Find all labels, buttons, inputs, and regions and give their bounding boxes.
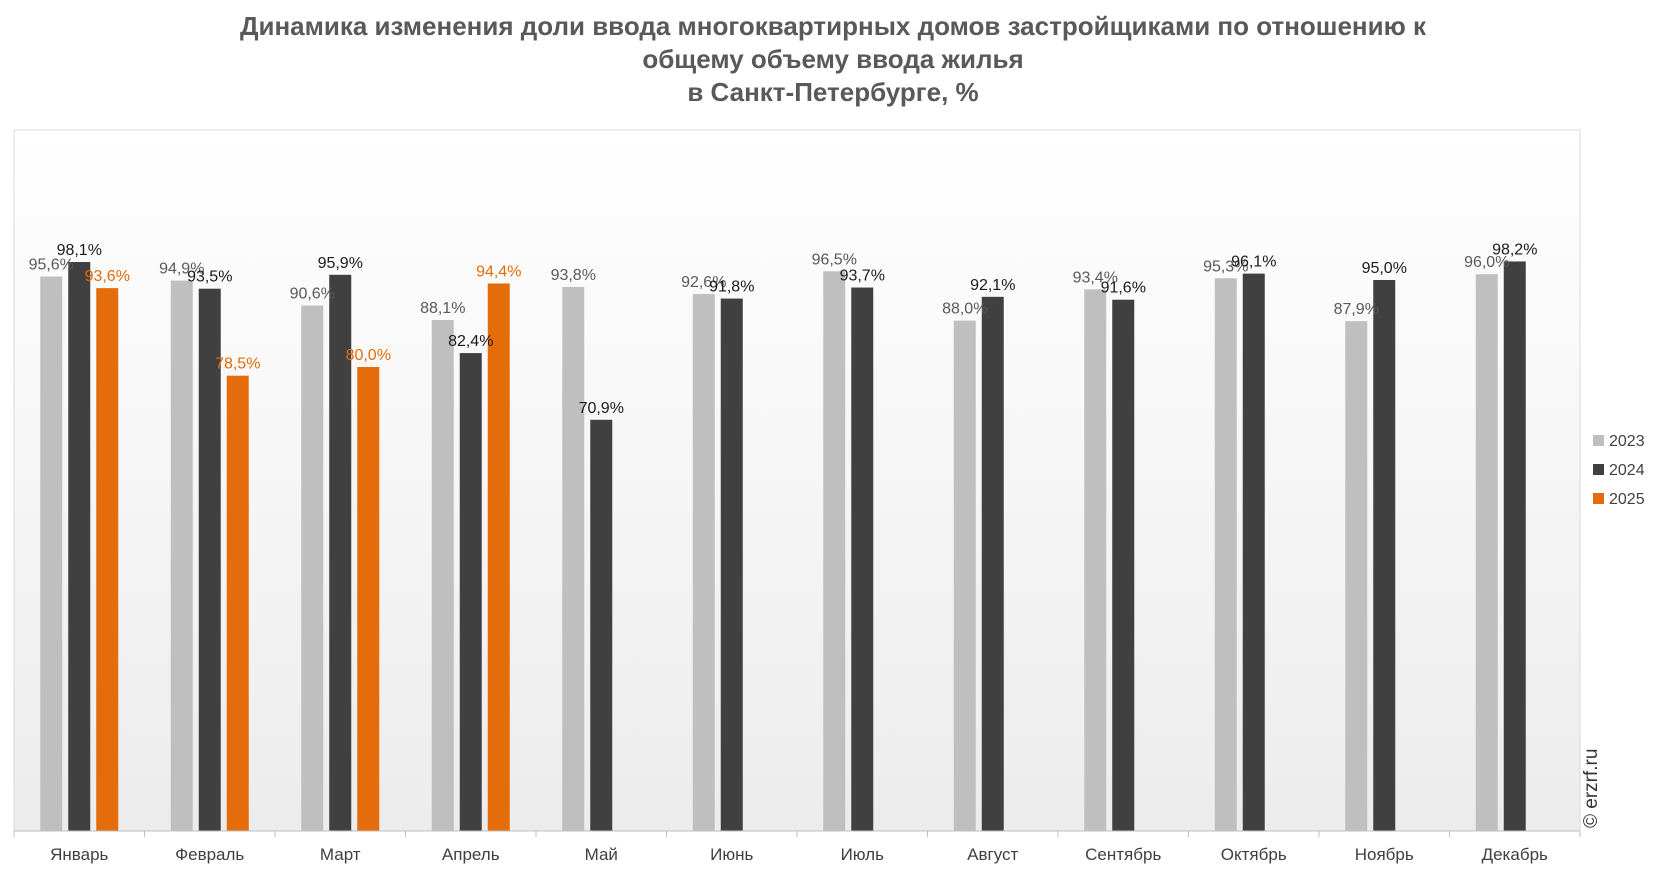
data-label-2023-7: 96,5% (812, 251, 857, 268)
bar-2024-5 (590, 419, 613, 831)
plot-area (13, 129, 1581, 832)
chart-title: Динамика изменения доли ввода многокварт… (0, 10, 1666, 109)
data-label-2023-4: 88,1% (420, 300, 465, 317)
data-label-2023-1: 95,6% (29, 257, 74, 274)
bar-2023-8 (953, 320, 976, 831)
data-label-2024-10: 96,1% (1231, 254, 1276, 271)
data-label-2024-11: 95,0% (1362, 260, 1407, 277)
data-label-2023-12: 96,0% (1464, 254, 1509, 271)
bar-2023-4 (431, 320, 454, 831)
category-label: Апрель (442, 845, 500, 864)
bar-2024-1 (68, 262, 91, 831)
bar-2024-9 (1112, 299, 1135, 832)
bar-2023-5 (562, 286, 585, 832)
data-label-2023-10: 95,3% (1203, 258, 1248, 275)
data-label-2024-9: 91,6% (1101, 280, 1146, 297)
data-label-2025-2: 78,5% (215, 356, 260, 373)
bar-2023-12 (1475, 274, 1498, 831)
bar-2023-11 (1345, 321, 1368, 831)
bar-2024-6 (720, 298, 743, 831)
data-label-2025-1: 93,6% (85, 268, 130, 285)
data-label-2024-7: 93,7% (840, 268, 885, 285)
data-label-2023-2: 94,9% (159, 261, 204, 278)
category-label: Ноябрь (1355, 845, 1414, 864)
bar-2023-9 (1084, 289, 1107, 831)
bar-2024-4 (459, 353, 482, 831)
data-label-2024-6: 91,8% (709, 279, 754, 296)
legend-swatch-2024 (1593, 464, 1604, 475)
bar-2024-10 (1242, 273, 1265, 831)
bar-2025-3 (357, 367, 380, 831)
data-label-2025-3: 80,0% (346, 347, 391, 364)
data-label-2024-5: 70,9% (579, 400, 624, 417)
bar-2023-6 (692, 293, 715, 831)
bar-2023-7 (823, 271, 846, 831)
data-label-2023-8: 88,0% (942, 301, 987, 318)
legend: 2023 2024 2025 (1593, 433, 1645, 508)
category-label: Январь (50, 845, 108, 864)
chart-title-line-3: в Санкт-Петербурге, % (687, 77, 979, 107)
bar-2023-2 (170, 280, 193, 832)
data-label-2023-11: 87,9% (1334, 301, 1379, 318)
category-label: Июль (841, 845, 885, 864)
legend-label-2025: 2025 (1609, 491, 1645, 508)
bar-2023-3 (301, 305, 324, 831)
data-label-2024-4: 82,4% (448, 333, 493, 350)
data-label-2024-8: 92,1% (970, 277, 1015, 294)
chart-title-line-2: общему объему ввода жилья (642, 44, 1024, 74)
bar-2023-1 (40, 276, 63, 831)
category-label: Июнь (710, 845, 753, 864)
bar-2024-12 (1503, 261, 1526, 831)
legend-label-2024: 2024 (1609, 462, 1645, 479)
category-label: Август (967, 845, 1018, 864)
bar-2025-1 (96, 288, 119, 831)
bar-2024-8 (981, 296, 1004, 831)
bar-2025-4 (487, 283, 510, 832)
category-label: Сентябрь (1085, 845, 1161, 864)
data-label-2023-6: 92,6% (681, 274, 726, 291)
data-label-2024-12: 98,2% (1492, 241, 1537, 258)
bar-2023-10 (1214, 278, 1237, 831)
bar-2024-7 (851, 287, 874, 831)
data-label-2023-9: 93,4% (1073, 269, 1118, 286)
bar-2025-2 (226, 375, 249, 831)
data-label-2024-1: 98,1% (57, 242, 102, 259)
category-label: Май (585, 845, 618, 864)
category-label: Октябрь (1221, 845, 1287, 864)
legend-swatch-2023 (1593, 435, 1604, 446)
bar-2024-2 (198, 288, 221, 831)
legend-label-2023: 2023 (1609, 433, 1645, 450)
legend-swatch-2025 (1593, 493, 1604, 504)
chart-title-line-1: Динамика изменения доли ввода многокварт… (239, 11, 1427, 41)
watermark: © erzrf.ru (1581, 749, 1602, 828)
bar-2024-11 (1373, 280, 1396, 831)
category-label: Март (320, 845, 361, 864)
data-label-2023-3: 90,6% (290, 286, 335, 303)
bar-2024-3 (329, 274, 352, 831)
data-label-2024-3: 95,9% (318, 255, 363, 272)
category-label: Февраль (175, 845, 244, 864)
data-label-2025-4: 94,4% (476, 263, 521, 280)
category-label: Декабрь (1482, 845, 1548, 864)
data-label-2024-2: 93,5% (187, 269, 232, 286)
data-label-2023-5: 93,8% (551, 267, 596, 284)
